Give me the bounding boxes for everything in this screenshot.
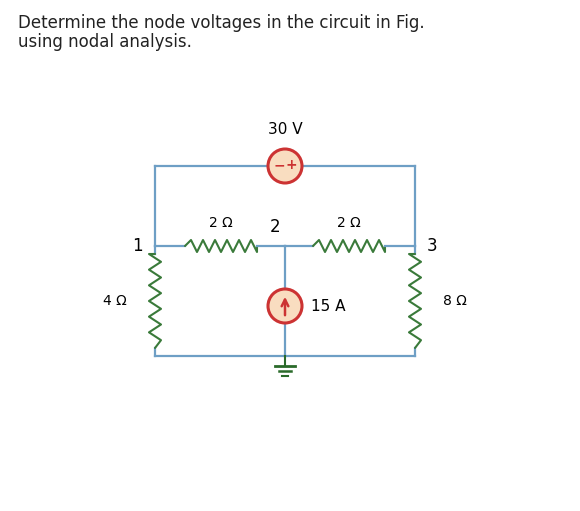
Text: 15 A: 15 A [311,298,346,314]
Text: 2: 2 [269,218,280,236]
Text: 8 Ω: 8 Ω [443,294,467,308]
Circle shape [268,149,302,183]
Text: 4 Ω: 4 Ω [103,294,127,308]
Text: −: − [273,158,285,172]
Circle shape [268,289,302,323]
Text: +: + [285,158,297,172]
Text: using nodal analysis.: using nodal analysis. [18,33,192,51]
Text: 1: 1 [132,237,143,255]
Text: Determine the node voltages in the circuit in Fig.: Determine the node voltages in the circu… [18,14,425,32]
Text: 2 Ω: 2 Ω [209,216,233,230]
Text: 2 Ω: 2 Ω [337,216,361,230]
Text: 3: 3 [427,237,438,255]
Text: 30 V: 30 V [268,122,302,137]
